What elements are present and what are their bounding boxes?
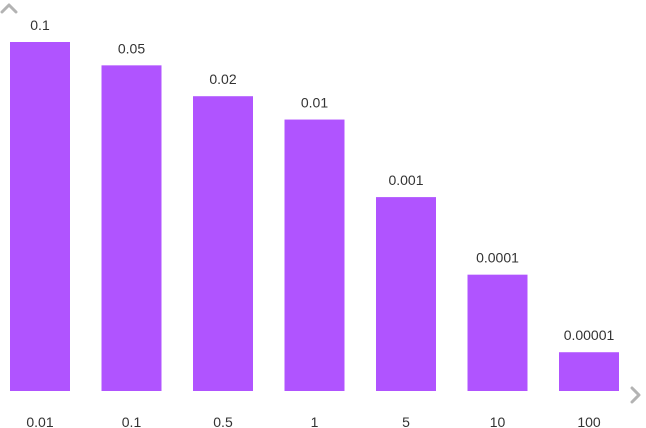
data-label-10: 0.0001 bbox=[476, 250, 519, 266]
data-label-1: 0.01 bbox=[301, 95, 328, 111]
x-tick-label-100: 100 bbox=[577, 414, 601, 428]
data-label-0.5: 0.02 bbox=[209, 71, 236, 87]
bar-1[interactable] bbox=[284, 119, 345, 392]
bar-100[interactable] bbox=[559, 352, 619, 391]
bar-0.5[interactable] bbox=[193, 96, 253, 391]
bar-0.01[interactable] bbox=[10, 42, 70, 391]
x-tick-labels-group: 0.01 0.1 0.5 1 5 10 100 bbox=[26, 414, 601, 428]
data-label-0.01: 0.1 bbox=[30, 17, 50, 33]
x-axis-arrow-icon bbox=[630, 386, 641, 404]
data-label-100: 0.00001 bbox=[564, 327, 615, 343]
bar-10[interactable] bbox=[467, 274, 528, 391]
x-tick-label-0.1: 0.1 bbox=[122, 414, 142, 428]
x-tick-label-0.5: 0.5 bbox=[213, 414, 233, 428]
x-tick-label-10: 10 bbox=[490, 414, 506, 428]
x-tick-label-0.01: 0.01 bbox=[26, 414, 53, 428]
data-labels-group: 0.1 0.05 0.02 0.01 0.001 0.0001 0.00001 bbox=[30, 17, 614, 343]
data-label-5: 0.001 bbox=[388, 172, 423, 188]
data-label-0.1: 0.05 bbox=[118, 40, 145, 56]
x-tick-label-1: 1 bbox=[311, 414, 319, 428]
bar-0.1[interactable] bbox=[101, 65, 162, 391]
bar-5[interactable] bbox=[376, 197, 436, 391]
y-axis-arrow-icon bbox=[0, 3, 18, 14]
x-tick-label-5: 5 bbox=[402, 414, 410, 428]
bars-group bbox=[10, 42, 619, 392]
